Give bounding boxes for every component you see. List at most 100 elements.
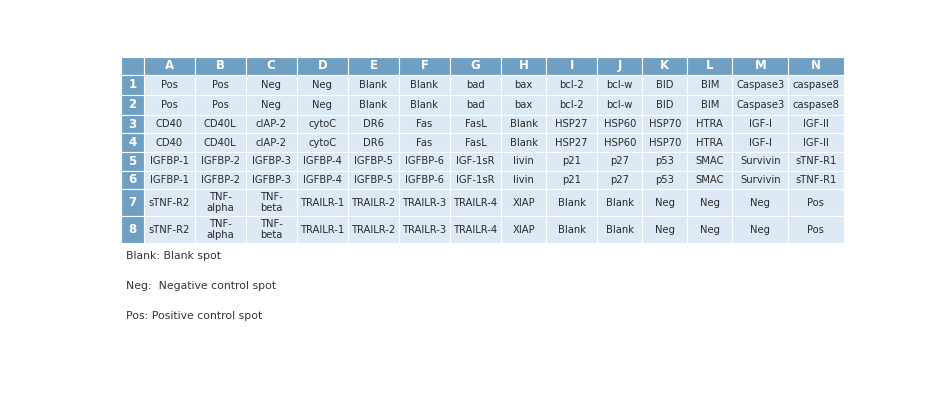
Text: p21: p21 [562, 156, 581, 166]
Text: bax: bax [515, 100, 532, 110]
Text: IGF-1sR: IGF-1sR [456, 175, 495, 185]
Text: Pos: Pos [161, 100, 177, 110]
Text: Neg: Neg [654, 225, 675, 235]
Text: Blank: Blank [558, 225, 586, 235]
Text: IGF-I: IGF-I [748, 119, 772, 129]
Bar [121, 115, 144, 133]
Bar [450, 75, 501, 95]
Bar [399, 95, 450, 115]
Text: IGFBP-2: IGFBP-2 [201, 175, 239, 185]
Text: CD40L: CD40L [204, 119, 237, 129]
Text: TRAILR-4: TRAILR-4 [454, 225, 498, 235]
Bar [597, 133, 642, 152]
Bar [121, 133, 144, 152]
Bar [144, 189, 194, 216]
Text: livin: livin [514, 175, 534, 185]
Bar [788, 115, 843, 133]
Bar [144, 75, 194, 95]
Bar [194, 75, 246, 95]
Bar [399, 57, 450, 75]
Bar [732, 75, 788, 95]
Text: p21: p21 [562, 175, 581, 185]
Text: Neg:  Negative control spot: Neg: Negative control spot [126, 281, 276, 291]
Text: livin: livin [514, 156, 534, 166]
Text: IGFBP-6: IGFBP-6 [405, 175, 444, 185]
Bar [121, 152, 144, 171]
Text: CD40: CD40 [156, 138, 183, 148]
Text: HSP60: HSP60 [604, 138, 636, 148]
Bar [597, 216, 642, 243]
Bar [501, 133, 546, 152]
Bar [501, 171, 546, 189]
Text: BID: BID [656, 100, 673, 110]
Text: cIAP-2: cIAP-2 [255, 119, 286, 129]
Bar [194, 216, 246, 243]
Text: Blank: Blank [510, 119, 538, 129]
Text: Blank: Blank [410, 80, 439, 90]
Text: Pos: Pos [808, 225, 824, 235]
Text: HSP70: HSP70 [649, 119, 681, 129]
Text: cIAP-2: cIAP-2 [255, 138, 286, 148]
Bar [501, 115, 546, 133]
Text: 7: 7 [129, 196, 136, 209]
Text: BIM: BIM [700, 100, 719, 110]
Text: C: C [267, 59, 276, 72]
Text: HTRA: HTRA [697, 138, 723, 148]
Bar [546, 216, 597, 243]
Bar [597, 57, 642, 75]
Bar [297, 75, 347, 95]
Text: HTRA: HTRA [697, 119, 723, 129]
Text: IGFBP-5: IGFBP-5 [354, 175, 393, 185]
Text: p27: p27 [610, 175, 629, 185]
Text: CD40: CD40 [156, 119, 183, 129]
Bar [246, 57, 297, 75]
Text: XIAP: XIAP [513, 225, 535, 235]
Text: Fas: Fas [416, 138, 433, 148]
Bar [297, 216, 347, 243]
Bar [788, 75, 843, 95]
Text: Fas: Fas [416, 119, 433, 129]
Text: FasL: FasL [465, 119, 486, 129]
Bar [546, 189, 597, 216]
Text: cytoC: cytoC [308, 138, 336, 148]
Bar [121, 216, 144, 243]
Bar [546, 152, 597, 171]
Text: M: M [754, 59, 766, 72]
Text: sTNF-R2: sTNF-R2 [148, 198, 190, 208]
Text: Neg: Neg [313, 100, 332, 110]
Text: Neg: Neg [700, 198, 720, 208]
Text: L: L [706, 59, 714, 72]
Text: CD40L: CD40L [204, 138, 237, 148]
Text: Neg: Neg [700, 225, 720, 235]
Text: G: G [470, 59, 481, 72]
Bar [297, 171, 347, 189]
Bar [501, 95, 546, 115]
Bar [546, 75, 597, 95]
Text: Pos: Pos [161, 80, 177, 90]
Text: Caspase3: Caspase3 [736, 100, 784, 110]
Text: SMAC: SMAC [696, 156, 724, 166]
Bar [732, 57, 788, 75]
Bar [121, 171, 144, 189]
Text: BIM: BIM [700, 80, 719, 90]
Bar [246, 152, 297, 171]
Bar [399, 152, 450, 171]
Bar [450, 133, 501, 152]
Bar [450, 152, 501, 171]
Bar [732, 189, 788, 216]
Text: Pos: Pos [211, 100, 228, 110]
Bar [347, 75, 399, 95]
Bar [642, 216, 687, 243]
Text: DR6: DR6 [362, 119, 384, 129]
Bar [297, 115, 347, 133]
Bar [121, 189, 144, 216]
Bar [246, 133, 297, 152]
Bar [144, 115, 194, 133]
Bar [597, 95, 642, 115]
Text: Neg: Neg [261, 80, 282, 90]
Bar [501, 152, 546, 171]
Text: sTNF-R1: sTNF-R1 [795, 156, 837, 166]
Text: J: J [618, 59, 622, 72]
Bar [687, 75, 732, 95]
Text: I: I [570, 59, 574, 72]
